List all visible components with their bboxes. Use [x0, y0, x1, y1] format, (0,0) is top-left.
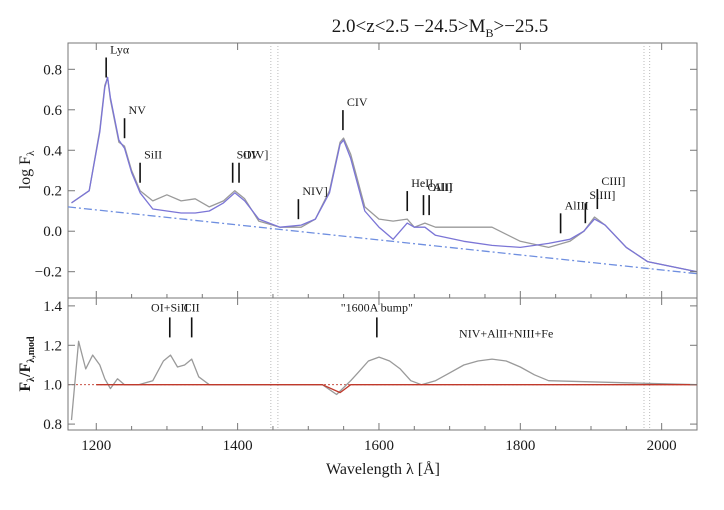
emission-line-label: CIV [347, 95, 368, 109]
annotation-label: NIV+AlII+NIII+Fe [459, 326, 553, 340]
top-panel-frame [67, 42, 698, 299]
bottom-dotted-lines [270, 298, 651, 430]
emission-line-label: OIII] [427, 180, 452, 194]
annotation-label: OI+SiII [151, 300, 188, 314]
bottom-series-group [68, 340, 698, 421]
x-tick-label: 1200 [81, 438, 111, 454]
top-y-axis-label: log Fλ [17, 150, 37, 189]
emission-line-label: CIII] [601, 174, 625, 188]
y-tick-label: 1.0 [43, 378, 62, 394]
y-tick-label: 0.8 [43, 62, 62, 78]
chart-title: 2.0<z<2.5 −24.5>MB>−25.5 [332, 16, 548, 40]
emission-line-label: AlII [433, 180, 453, 194]
top-series-group [67, 76, 698, 275]
bottom-y-axis-label: Fλ/Fλ,mod [17, 336, 37, 392]
annotation-label: CII [184, 300, 200, 314]
emission-line-label: HeII [411, 176, 433, 190]
y-tick-label: 1.4 [43, 299, 62, 315]
series-line [67, 206, 698, 275]
annotation-label: "1600A bump" [341, 300, 413, 314]
x-tick-label: 1400 [223, 438, 253, 454]
series-line [71, 76, 698, 273]
y-tick-label: 0.0 [43, 224, 62, 240]
emission-line-label: NIV] [302, 184, 327, 198]
y-tick-label: 1.2 [43, 338, 62, 354]
top-ticks-group: −0.2 0.0 0.2 0.4 0.6 0.8 [35, 43, 697, 298]
emission-line-label: AlIII [565, 198, 589, 212]
emission-line-label: SiIV [237, 148, 260, 162]
bottom-panel-frame [67, 297, 698, 431]
x-axis-label: Wavelength λ [Å] [326, 460, 440, 478]
x-tick-label: 1800 [505, 438, 535, 454]
y-tick-label: −0.2 [35, 265, 62, 281]
top-dotted-lines [270, 43, 651, 298]
series-line [96, 384, 697, 394]
emission-line-label: OIV] [243, 148, 268, 162]
y-tick-label: 0.4 [43, 143, 62, 159]
emission-line-label: SiIII] [589, 188, 615, 202]
y-tick-label: 0.2 [43, 184, 62, 200]
emission-line-label: NV [129, 103, 147, 117]
emission-line-label: SiII [144, 148, 162, 162]
x-tick-label: 1600 [364, 438, 394, 454]
emission-line-label: Lyα [110, 43, 130, 57]
x-tick-label: 2000 [647, 438, 677, 454]
bottom-ticks-group: 0.8 1.0 1.2 1.4 1200 1400 1600 1800 2000 [43, 298, 697, 454]
series-line [70, 340, 698, 421]
y-tick-label: 0.8 [43, 417, 62, 433]
y-tick-label: 0.6 [43, 103, 62, 119]
